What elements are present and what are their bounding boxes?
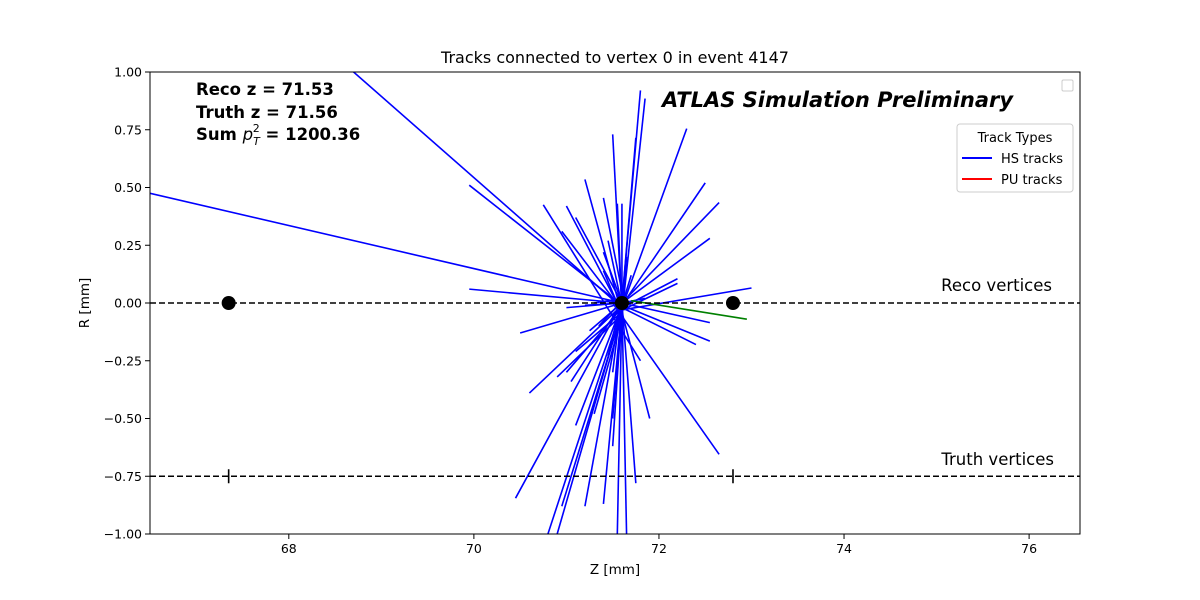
legend-label-pu: PU tracks <box>1001 173 1063 188</box>
truth-vertices-label: Truth vertices <box>940 450 1054 469</box>
hs-track <box>621 201 720 304</box>
sum-pt2-p: p <box>242 125 253 144</box>
hs-track <box>353 72 623 309</box>
hs-track <box>621 306 697 346</box>
hs-track <box>621 237 711 304</box>
hs-track <box>561 230 623 311</box>
hs-track <box>556 309 623 534</box>
legend-frame <box>956 123 1074 193</box>
sum-pt2-value: = 1200.36 <box>260 125 360 144</box>
hs-track <box>621 302 628 534</box>
hs-track <box>621 98 646 315</box>
hs-track <box>616 302 623 534</box>
hs-track <box>602 197 623 292</box>
y-tick-label: −1.00 <box>104 527 142 542</box>
truth-z-label: Truth z = 71.56 <box>196 103 338 122</box>
hs-track <box>584 179 623 315</box>
x-tick-label: 72 <box>651 541 667 556</box>
legend: Track Types HS tracks PU tracks <box>956 123 1074 193</box>
hs-track <box>612 302 720 455</box>
y-tick-label: 0.50 <box>114 180 142 195</box>
reco-vertex-marker <box>614 296 629 310</box>
hs-track <box>621 128 688 308</box>
hs-track <box>565 307 623 373</box>
x-axis-title: Z [mm] <box>590 562 640 578</box>
hs-track <box>150 192 623 304</box>
vertex-layer <box>150 296 1080 484</box>
y-tick-label: −0.25 <box>104 353 142 368</box>
sum-pt2-sup: 2 <box>253 122 260 135</box>
x-tick-label: 68 <box>281 541 297 556</box>
hs-track <box>547 307 623 534</box>
sum-pt2-label: Sum pT2 = 1200.36 <box>196 122 360 148</box>
hs-track <box>469 288 623 304</box>
hs-track <box>611 307 623 447</box>
reco-z-label: Reco z = 71.53 <box>196 80 334 99</box>
hs-track <box>575 311 623 353</box>
legend-title: Track Types <box>977 131 1053 146</box>
reco-vertex-marker <box>221 296 236 310</box>
hs-track <box>621 312 651 419</box>
hs-track <box>621 287 752 311</box>
hs-track <box>574 305 623 426</box>
reco-vertices-label: Reco vertices <box>941 276 1052 295</box>
hs-track <box>570 302 623 382</box>
hs-track <box>621 302 637 484</box>
y-tick-label: 0.75 <box>114 122 142 137</box>
atlas-label: ATLAS Simulation Preliminary <box>660 88 1014 112</box>
hs-track <box>514 302 623 499</box>
hs-track <box>528 304 623 394</box>
hs-track <box>621 302 711 324</box>
hs-track <box>621 304 711 342</box>
empty-legend-box <box>1061 79 1074 92</box>
y-tick-label: −0.50 <box>104 411 142 426</box>
y-tick-label: −0.75 <box>104 469 142 484</box>
x-tick-label: 76 <box>1021 541 1037 556</box>
hs-track <box>621 137 637 304</box>
reco-vertex-marker <box>725 296 740 310</box>
chart-title: Tracks connected to vertex 0 in event 41… <box>440 48 789 67</box>
hs-track <box>621 182 706 306</box>
y-tick-label: 0.00 <box>114 296 142 311</box>
x-tick-label: 70 <box>466 541 482 556</box>
x-tick-label: 74 <box>836 541 852 556</box>
hs-track <box>519 302 623 334</box>
y-axis-title: R [mm] <box>77 278 93 329</box>
sum-pt2-prefix: Sum <box>196 125 243 144</box>
y-tick-label: 0.25 <box>114 238 142 253</box>
sum-pt2-sub: T <box>253 135 261 148</box>
y-tick-label: 1.00 <box>114 65 142 80</box>
hs-track <box>468 184 623 306</box>
hs-track <box>607 240 623 306</box>
legend-label-hs: HS tracks <box>1001 152 1063 167</box>
axis-layer: 68 70 72 74 76 1.00 0.75 0.50 0.25 0.00 −0.25 −0.50… <box>104 65 1037 557</box>
